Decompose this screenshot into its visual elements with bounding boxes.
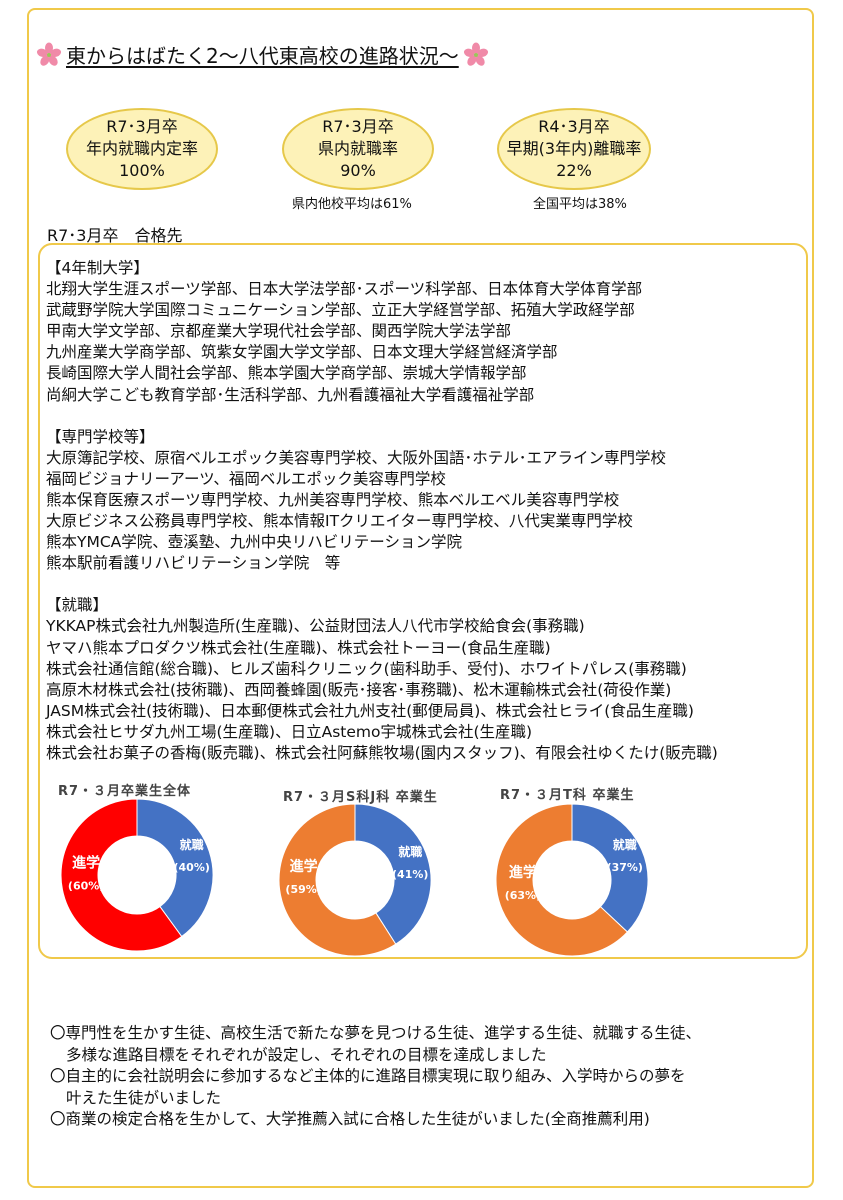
stat-value: 90% [340, 161, 376, 180]
donut-segment-employment [354, 803, 432, 945]
results-box [38, 243, 808, 959]
list-item: JASM株式会社(技術職)、日本郵便株式会社九州支社(郵便局員)、株式会社ヒライ… [46, 701, 694, 720]
list-item: 熊本駅前看護リハビリテーション学院 等 [46, 554, 341, 573]
stat-period: R7･3月卒 [322, 117, 394, 136]
section-heading: 【4年制大学】 [46, 259, 149, 277]
section-label: R7･3月卒 合格先 [47, 226, 183, 245]
list-item: 長崎国際大学人間社会学部、熊本学園大学商学部、崇城大学情報学部 [46, 364, 527, 383]
list-item: 北翔大学生涯スポーツ学部、日本大学法学部･スポーツ科学部、日本体育大学体育学部 [46, 280, 643, 299]
results-list: 【4年制大学】 北翔大学生涯スポーツ学部、日本大学法学部･スポーツ科学部、日本体… [46, 258, 718, 764]
list-item: 大原ビジネス公務員専門学校、熊本情報ITクリエイター専門学校、八代実業専門学校 [46, 512, 633, 531]
list-item: 大原簿記学校、原宿ベルエポック美容専門学校、大阪外国語･ホテル･エアライン専門学… [46, 448, 667, 467]
section-heading: 【専門学校等】 [46, 427, 155, 446]
donut-value-label: (59%) [285, 883, 321, 896]
donut-category-label: 進学 [509, 864, 537, 881]
donut-value-label: (41%) [392, 868, 428, 881]
list-item: 九州産業大学商学部、筑紫女学園大学文学部、日本文理大学経営経済学部 [46, 343, 558, 362]
donut-value-label: (40%) [173, 861, 209, 874]
list-item: 熊本保育医療スポーツ専門学校、九州美容専門学校、熊本ベルエベル美容専門学校 [46, 490, 620, 509]
page-title: 東からはばたく2～八代東高校の進路状況～ [36, 40, 489, 69]
list-item: ヤマハ熊本プロダクツ株式会社(生産職)、株式会社トーヨー(食品生産職) [46, 638, 551, 657]
summary-line: 叶えた生徒がいました [66, 1088, 222, 1107]
list-item: 尚絅大学こども教育学部･生活科学部、九州看護福祉大学看護福祉学部 [46, 385, 535, 404]
page-frame [27, 8, 814, 1188]
list-item: 熊本YMCA学院、壺溪塾、九州中央リハビリテーション学院 [46, 533, 462, 552]
list-item: 株式会社ヒサダ九州工場(生産職)、日立Astemo宇城株式会社(生産職) [46, 722, 533, 741]
donut-value-label: (60%) [68, 880, 104, 893]
donut-category-label: 就職 [180, 837, 204, 852]
list-item: 武蔵野学院大学国際コミュニケーション学部、立正大学経営学部、拓殖大学政経学部 [46, 301, 635, 320]
donut-category-label: 進学 [290, 858, 318, 875]
summary-line: 〇専門性を生かす生徒、高校生活で新たな夢を見つける生徒、進学する生徒、就職する生… [50, 1024, 702, 1042]
summary: 〇専門性を生かす生徒、高校生活で新たな夢を見つける生徒、進学する生徒、就職する生… [50, 1023, 701, 1131]
stat-value: 22% [556, 161, 592, 180]
sakura-icon [36, 42, 62, 66]
list-item: 甲南大学文学部、京都産業大学現代社会学部、関西学院大学法学部 [46, 322, 512, 341]
section-heading: 【就職】 [46, 596, 109, 615]
donut-segment-further-education [278, 803, 397, 957]
donut-value-label: (37%) [607, 861, 643, 874]
donut-category-label: 就職 [613, 837, 637, 852]
list-item: 高原木材株式会社(技術職)、西岡養蜂園(販売･接客･事務職)、松木運輸株式会社(… [46, 680, 672, 699]
stat-value: 100% [119, 161, 165, 180]
sakura-icon [463, 42, 488, 66]
donut-segment-employment [136, 798, 214, 938]
stat-oval-job-offer-rate: R7･3月卒 年内就職内定率 100% [66, 108, 218, 190]
list-item: 株式会社通信館(総合職)、ヒルズ歯科クリニック(歯科助手、受付)、ホワイトパレス… [46, 659, 687, 678]
donut-category-label: 就職 [398, 844, 422, 859]
chart-title: R7・３月T科 卒業生 [500, 788, 635, 803]
list-item: YKKAP株式会社九州製造所(生産職)、公益財団法人八代市学校給食会(事務職) [46, 617, 585, 636]
donut-segment-further-education [60, 798, 183, 952]
summary-line: 〇商業の検定合格を生かして、大学推薦入試に合格した生徒がいました(全商推薦利用) [50, 1110, 650, 1128]
donut-value-label: (63%) [505, 889, 541, 902]
stat-oval-prefecture-employment: R7･3月卒 県内就職率 90% [282, 108, 434, 190]
donut-category-label: 進学 [72, 855, 100, 872]
stat-oval-turnover-rate: R4･3月卒 早期(3年内)離職率 22% [497, 108, 651, 190]
donut-segment-further-education [495, 803, 629, 957]
stat-period: R4･3月卒 [538, 117, 610, 136]
summary-line: 多様な進路目標をそれぞれが設定し、それぞれの目標を達成しました [66, 1045, 547, 1064]
chart-title: R7・３月卒業生全体 [58, 784, 192, 799]
stat-label: 年内就職内定率 [85, 139, 198, 158]
summary-line: 〇自主的に会社説明会に参加するなど主体的に進路目標実現に取り組み、入学時からの夢… [50, 1067, 686, 1085]
list-item: 株式会社お菓子の香梅(販売職)、株式会社阿蘇熊牧場(園内スタッフ)、有限会社ゆく… [46, 743, 718, 762]
stat-label: 県内就職率 [317, 139, 398, 158]
stat-note: 県内他校平均は61% [292, 197, 412, 212]
stat-note: 全国平均は38% [533, 197, 627, 212]
stat-period: R7･3月卒 [106, 117, 178, 136]
title-text: 東からはばたく2～八代東高校の進路状況～ [66, 44, 459, 68]
list-item: 福岡ビジョナリーアーツ、福岡ベルエポック美容専門学校 [46, 469, 446, 488]
donut-segment-employment [571, 803, 649, 933]
donut-charts: 就職 (40%) 進学 (60%) 就職 (41%) 進学 (59%) 就職 (37%) 進学 (63… [60, 798, 649, 957]
stat-label: 早期(3年内)離職率 [506, 139, 642, 158]
chart-title: R7・３月S科J科 卒業生 [283, 790, 438, 805]
